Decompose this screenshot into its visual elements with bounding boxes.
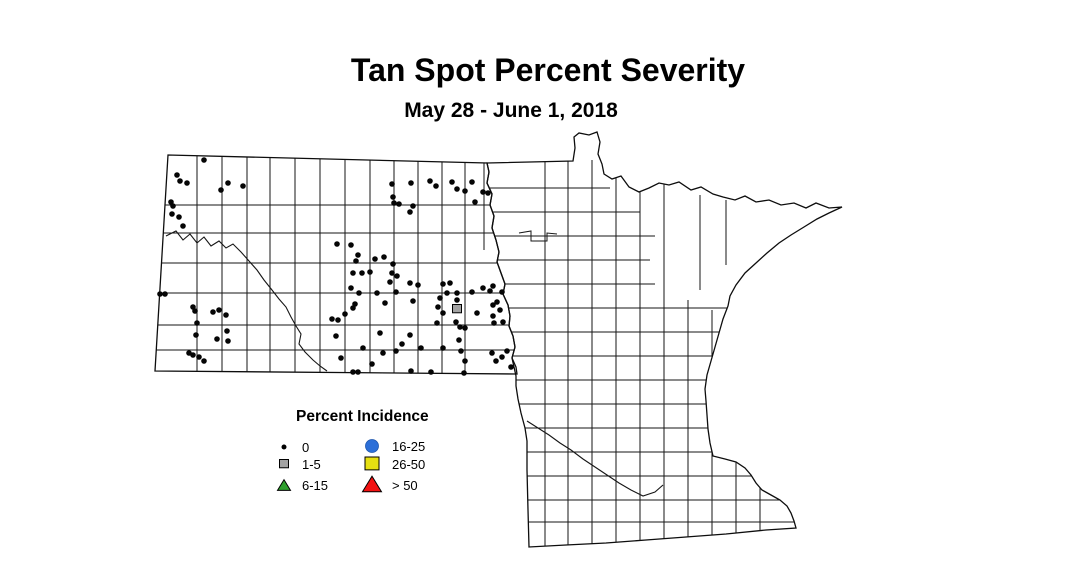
county-grid-nd xyxy=(155,155,517,374)
page-title: Tan Spot Percent Severity xyxy=(350,52,746,88)
legend-item-label: 0 xyxy=(302,439,310,455)
legend-item-label: 6-15 xyxy=(302,477,329,493)
minnesota-border xyxy=(486,131,843,548)
legend-item-6-15: 6-15 xyxy=(270,474,328,496)
legend-item-1-5: 1-5 xyxy=(270,453,321,475)
legend-symbol-green-triangle xyxy=(276,478,292,491)
legend-symbol-red-triangle xyxy=(361,475,383,493)
legend-symbol-yellow-square xyxy=(364,456,380,471)
legend-item-label: 16-25 xyxy=(392,438,426,454)
legend-item-26-50: 26-50 xyxy=(358,453,425,475)
legend-item-label: 1-5 xyxy=(302,456,321,472)
legend-item-0: 0 xyxy=(270,436,309,458)
legend-item-gt-50: > 50 xyxy=(358,473,418,497)
legend-symbol-dot xyxy=(281,444,287,450)
north-dakota-outline xyxy=(155,155,517,374)
legend-item-label: 26-50 xyxy=(392,456,426,472)
data-point-markers xyxy=(157,157,514,376)
legend-item-label: > 50 xyxy=(392,477,418,493)
missouri-river-line xyxy=(165,230,328,372)
legend-symbol-gray-square xyxy=(279,459,289,469)
minnesota-river-line xyxy=(526,420,664,497)
legend-item-16-25: 16-25 xyxy=(358,435,425,457)
legend-title: Percent Incidence xyxy=(296,408,429,425)
page-subtitle: May 28 - June 1, 2018 xyxy=(404,99,618,122)
legend-symbol-blue-circle xyxy=(365,439,379,453)
